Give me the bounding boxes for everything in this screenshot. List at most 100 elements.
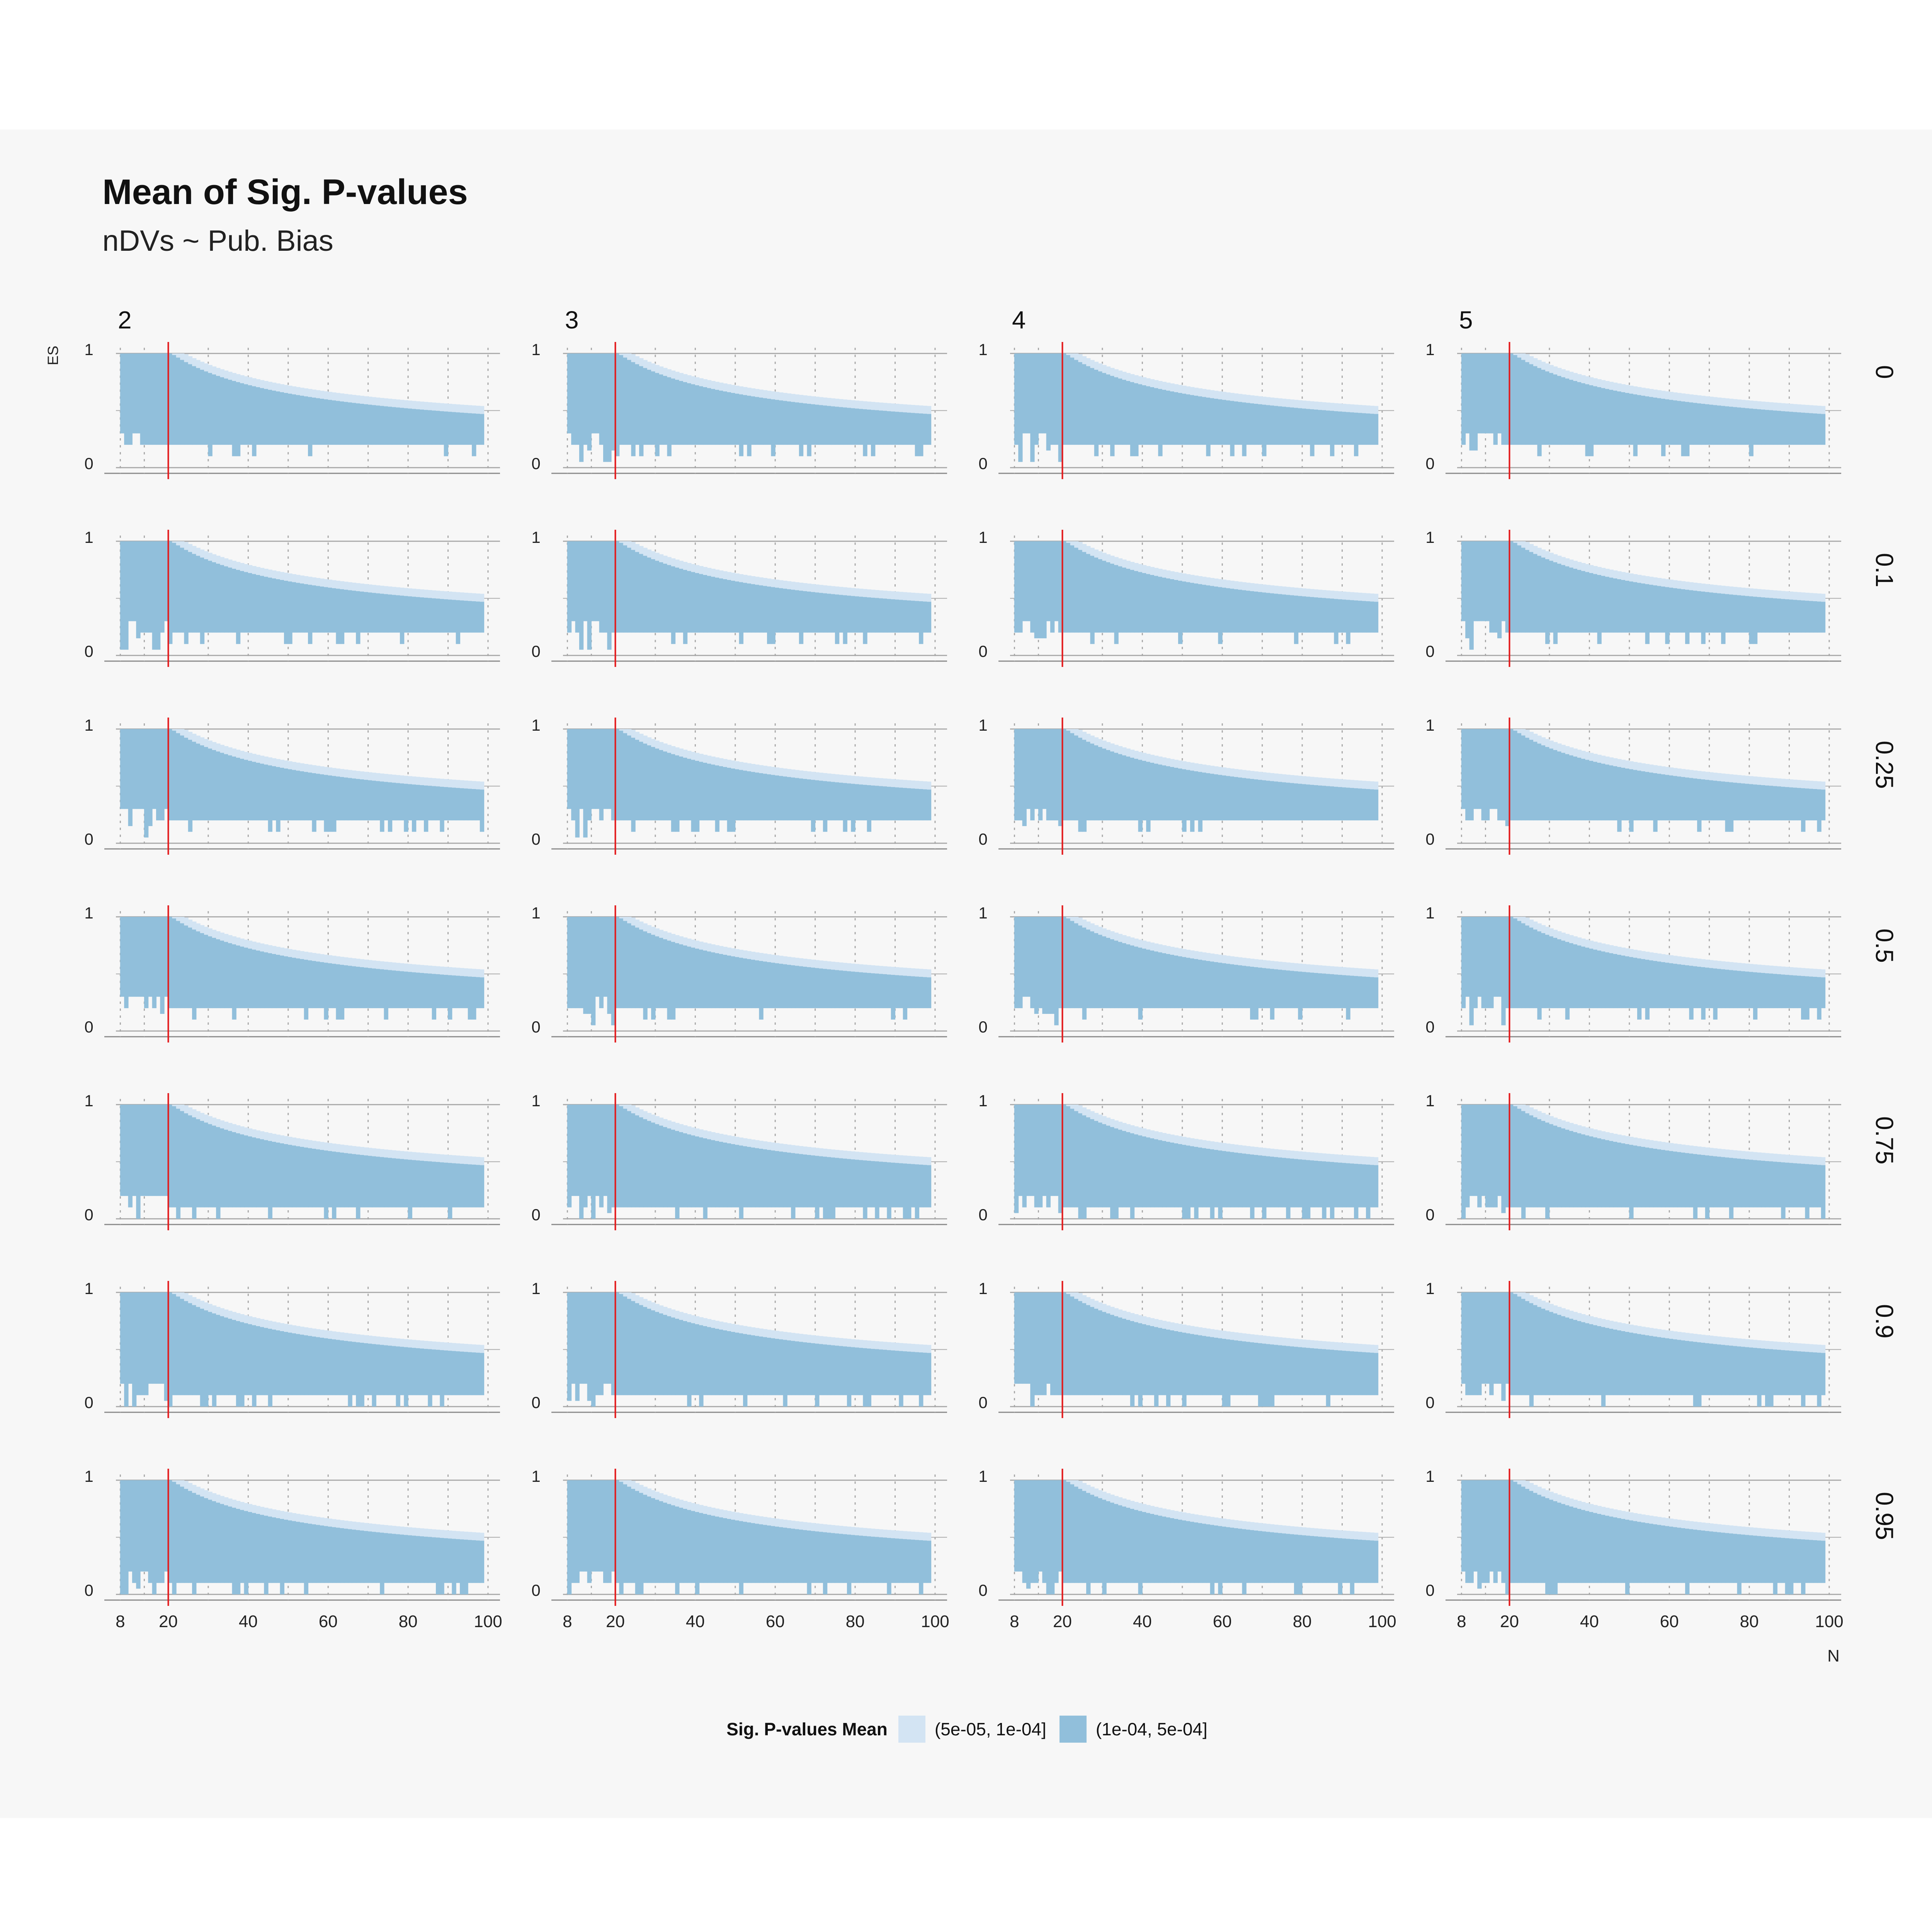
heat-cell-dark bbox=[184, 925, 189, 1009]
heat-cell-light bbox=[1294, 1338, 1299, 1347]
heat-cell-dark bbox=[1753, 409, 1758, 445]
heat-cell-light bbox=[448, 403, 452, 412]
heat-cell-light bbox=[743, 762, 748, 771]
heat-cell-dark bbox=[248, 1324, 253, 1395]
heat-cell-dark bbox=[807, 1155, 811, 1208]
heat-cell-dark bbox=[1342, 787, 1347, 821]
heat-cell-dark bbox=[835, 782, 840, 821]
heat-cell-dark bbox=[396, 1158, 400, 1208]
heat-cell-light bbox=[276, 947, 281, 955]
heat-cell-dark bbox=[867, 1348, 871, 1407]
heat-cell-light bbox=[1090, 1111, 1095, 1119]
heat-cell-dark bbox=[420, 597, 424, 633]
heat-cell-dark bbox=[1306, 1348, 1311, 1395]
heat-cell-light bbox=[675, 935, 680, 943]
heat-cell-light bbox=[1134, 1502, 1139, 1510]
heat-cell-dark bbox=[763, 586, 768, 633]
heat-cell-dark bbox=[835, 594, 840, 644]
heat-cell-dark bbox=[919, 977, 923, 1009]
heat-cell-dark bbox=[392, 407, 396, 445]
heat-cell-dark bbox=[1689, 778, 1694, 821]
heat-cell-dark bbox=[1733, 1158, 1738, 1208]
heat-cell-light bbox=[1350, 968, 1355, 976]
heat-cell-light bbox=[1338, 779, 1343, 787]
heat-cell-dark bbox=[1014, 541, 1019, 633]
heat-cell-dark bbox=[1362, 976, 1367, 1009]
heat-cell-dark bbox=[356, 1342, 361, 1407]
heat-cell-dark bbox=[244, 1135, 248, 1208]
heat-cell-light bbox=[723, 383, 728, 391]
heat-cell-light bbox=[412, 588, 417, 597]
heat-cell-light bbox=[308, 389, 313, 397]
heat-cell-dark bbox=[1286, 782, 1291, 821]
heat-cell-light bbox=[1741, 775, 1746, 784]
heat-cell-light bbox=[1274, 585, 1279, 594]
heat-cell-light bbox=[1793, 779, 1798, 788]
heat-cell-light bbox=[875, 590, 879, 598]
heat-cell-dark bbox=[1190, 958, 1195, 1009]
heat-cell-light bbox=[1194, 575, 1199, 584]
heat-cell-dark bbox=[843, 1534, 847, 1583]
heat-cell-dark bbox=[1725, 1345, 1730, 1395]
heat-cell-light bbox=[380, 1524, 384, 1533]
heat-cell-dark bbox=[1813, 977, 1818, 1009]
heat-cell-dark bbox=[1086, 554, 1091, 633]
heat-cell-dark bbox=[1030, 1480, 1035, 1583]
heat-cell-dark bbox=[280, 955, 284, 1009]
heat-cell-dark bbox=[815, 592, 820, 633]
heat-cell-dark bbox=[615, 729, 620, 821]
heat-cell-dark bbox=[1661, 586, 1666, 633]
heat-cell-dark bbox=[128, 1292, 133, 1384]
heat-cell-dark bbox=[1238, 590, 1243, 633]
heat-cell-dark bbox=[308, 960, 313, 1009]
heat-cell-light bbox=[444, 591, 449, 599]
heat-cell-light bbox=[464, 968, 468, 976]
heat-cell-dark bbox=[1334, 975, 1338, 1009]
heat-cell-light bbox=[1094, 549, 1099, 558]
heat-cell-dark bbox=[1529, 740, 1534, 821]
heat-cell-dark bbox=[364, 1531, 369, 1583]
heat-cell-dark bbox=[1042, 1104, 1047, 1196]
heat-cell-dark bbox=[1130, 1509, 1135, 1583]
heat-cell-dark bbox=[879, 410, 884, 445]
heat-cell-dark bbox=[615, 1292, 620, 1395]
row-facet-label: 0 bbox=[1871, 365, 1898, 379]
heat-cell-dark bbox=[1541, 1308, 1546, 1395]
heat-cell-light bbox=[723, 571, 728, 579]
heat-cell-dark bbox=[272, 1517, 277, 1583]
heat-cell-dark bbox=[1238, 402, 1243, 445]
heat-cell-dark bbox=[635, 552, 640, 633]
heat-cell-dark bbox=[1202, 1148, 1207, 1208]
heat-cell-light bbox=[1605, 568, 1610, 577]
heat-cell-light bbox=[1537, 360, 1542, 368]
heat-cell-dark bbox=[1497, 541, 1502, 638]
heat-cell-dark bbox=[120, 729, 125, 809]
heat-cell-dark bbox=[296, 583, 301, 633]
heat-cell-light bbox=[755, 1328, 760, 1336]
heat-cell-dark bbox=[1689, 590, 1694, 633]
heat-cell-dark bbox=[1549, 373, 1554, 445]
heat-cell-light bbox=[663, 368, 668, 376]
heat-cell-dark bbox=[452, 787, 456, 821]
heat-cell-light bbox=[1621, 947, 1626, 956]
heat-cell-dark bbox=[1581, 759, 1586, 821]
heat-cell-light bbox=[1106, 742, 1111, 750]
heat-cell-dark bbox=[468, 413, 473, 445]
heat-cell-dark bbox=[1210, 586, 1215, 633]
heat-cell-dark bbox=[815, 1344, 820, 1407]
heat-cell-light bbox=[224, 1309, 229, 1318]
row-facet-label: 0.9 bbox=[1871, 1304, 1898, 1338]
heat-cell-dark bbox=[168, 541, 173, 644]
heat-cell-light bbox=[368, 1335, 372, 1344]
heat-cell-dark bbox=[1713, 781, 1718, 821]
heat-cell-dark bbox=[1370, 1165, 1374, 1208]
heat-cell-dark bbox=[699, 762, 704, 821]
heat-cell-dark bbox=[1130, 570, 1135, 633]
heat-cell-dark bbox=[1146, 1325, 1151, 1395]
heat-cell-light bbox=[699, 1317, 704, 1325]
heat-cell-light bbox=[1142, 1316, 1147, 1325]
heat-cell-dark bbox=[1537, 556, 1542, 633]
heat-cell-light bbox=[1693, 770, 1698, 779]
heat-cell-light bbox=[823, 585, 828, 594]
heat-cell-dark bbox=[651, 1122, 656, 1208]
